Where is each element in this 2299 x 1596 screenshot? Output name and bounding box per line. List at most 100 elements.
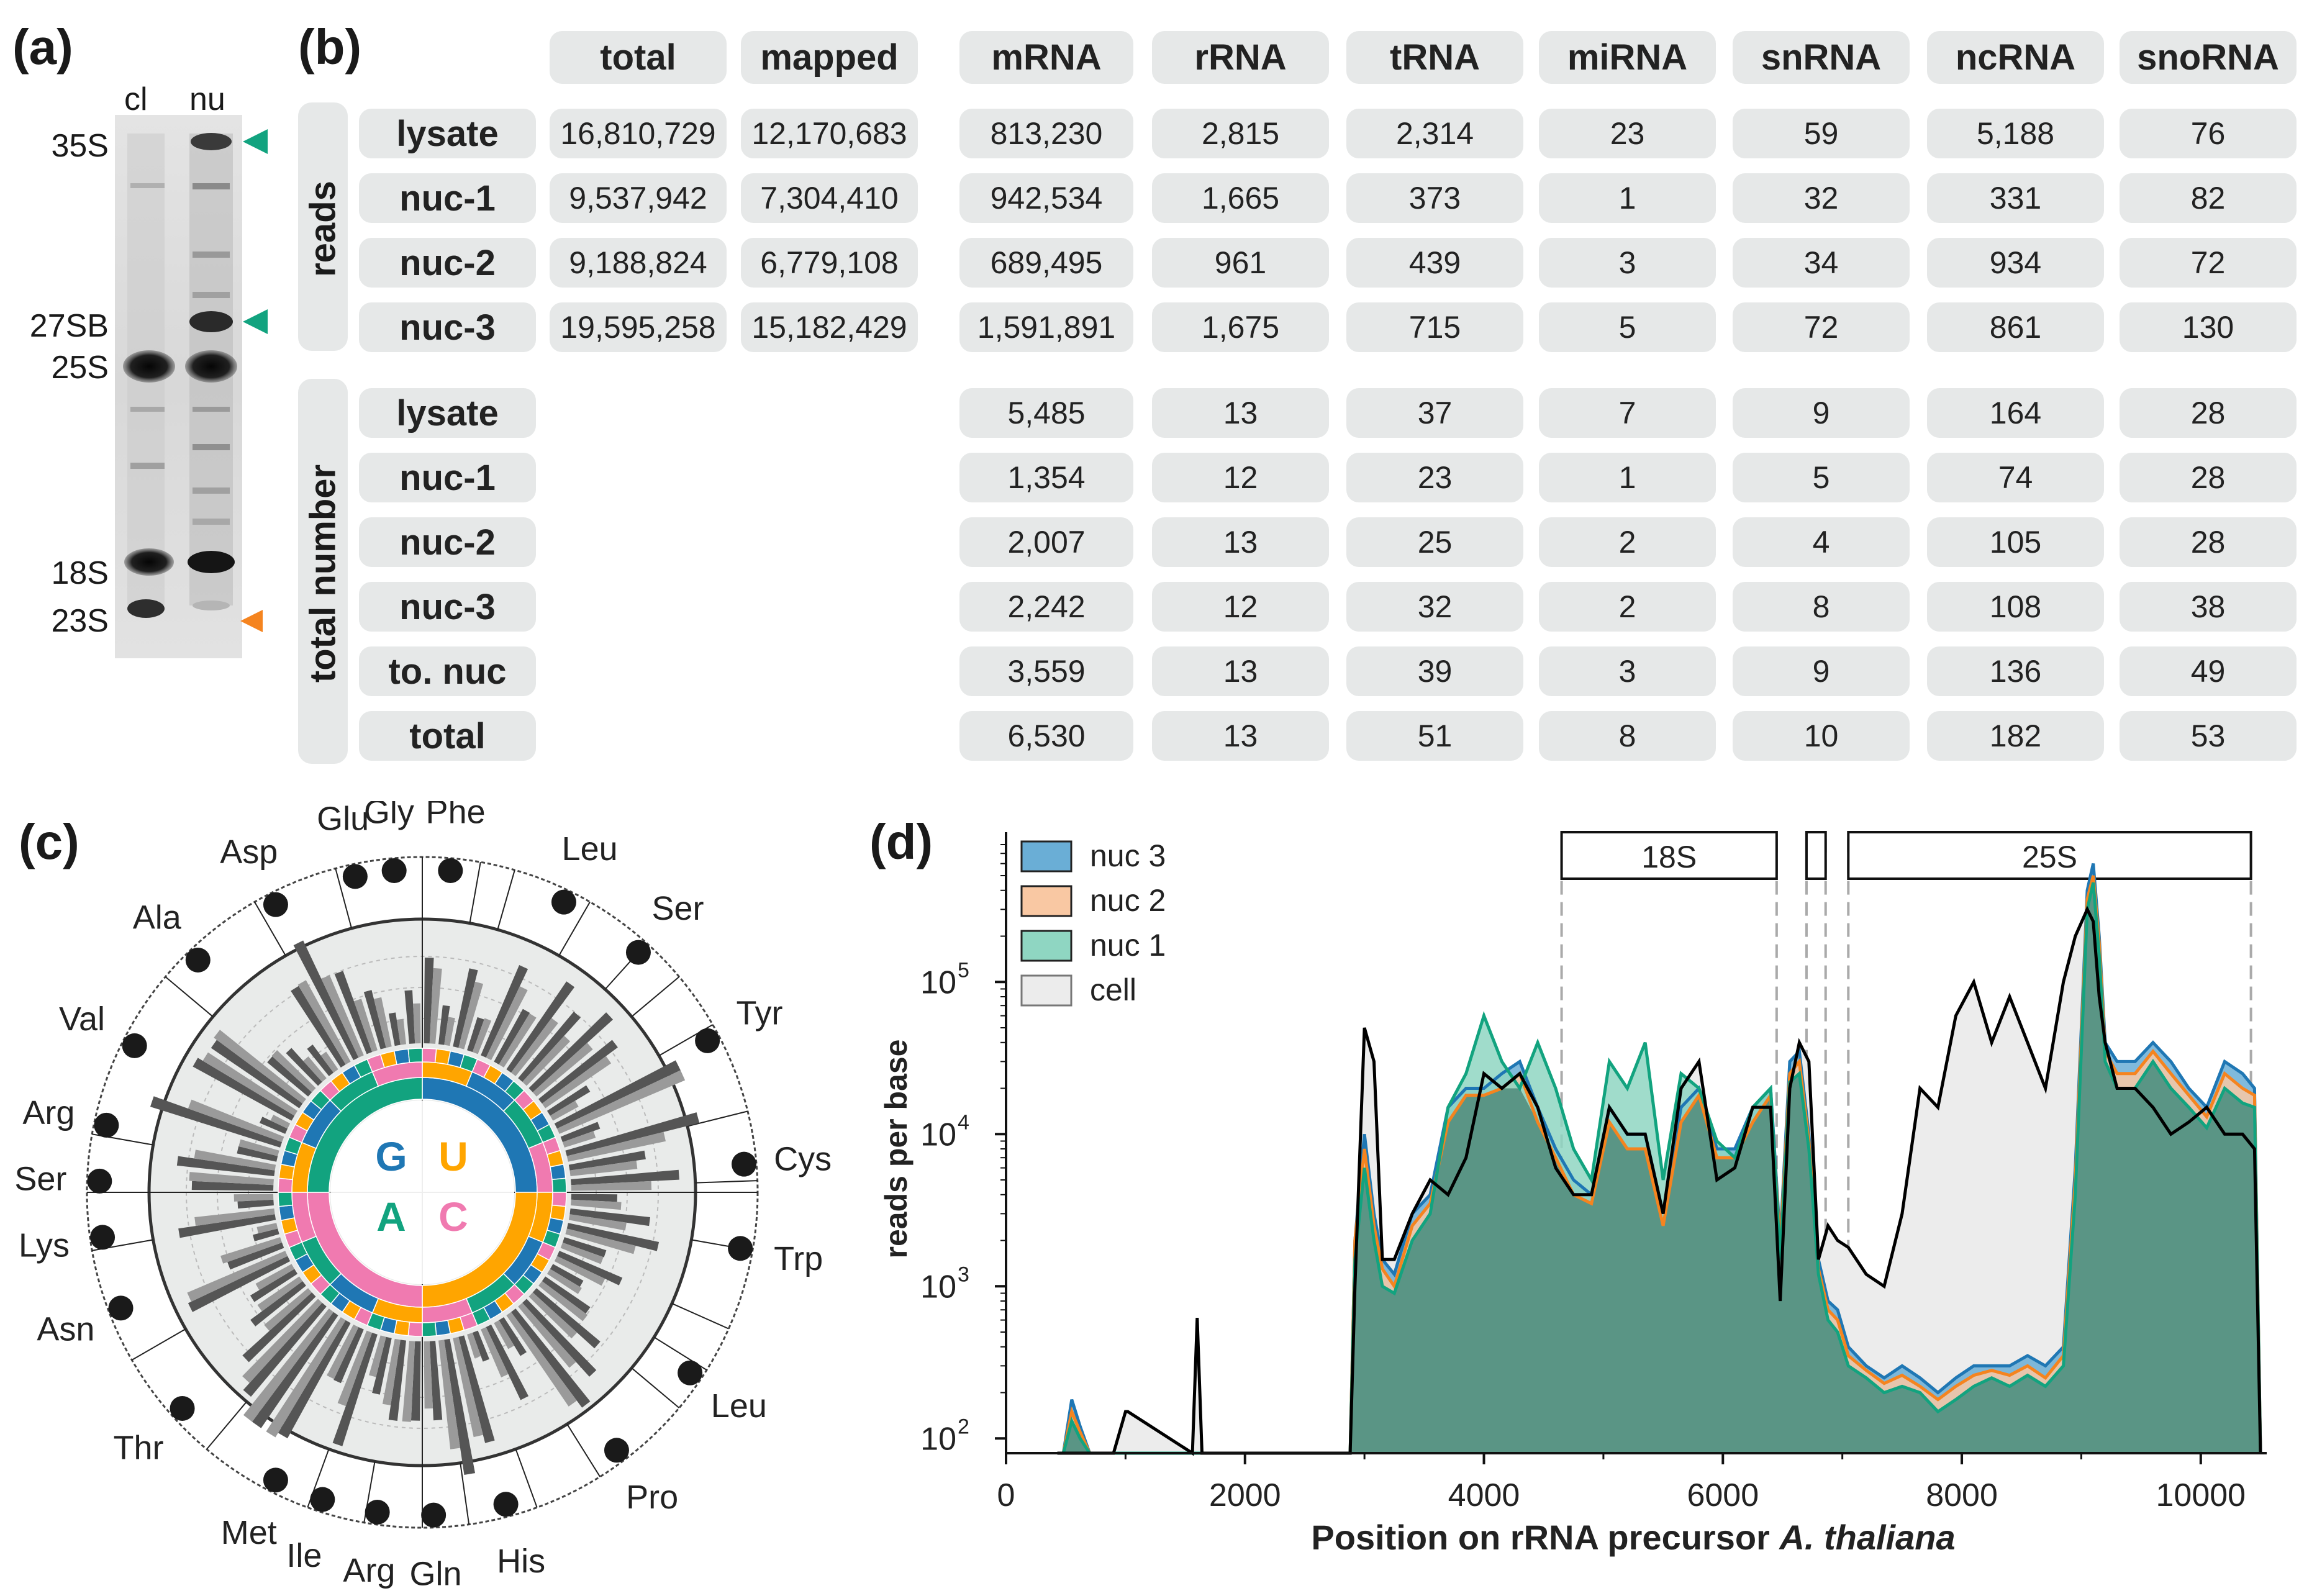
codon-bar [458, 1335, 495, 1443]
aa-label: Val [59, 1000, 105, 1038]
panel-b-label: (b) [298, 19, 362, 75]
total-cell: 136 [1927, 646, 2104, 696]
aa-label: Trp [774, 1240, 823, 1277]
y-tick-exponent: 3 [958, 1263, 969, 1286]
center-letter-u: U [438, 1133, 468, 1179]
codon-bar [257, 1276, 303, 1312]
codon-bar [528, 1292, 578, 1339]
marker-18s: 18S [51, 555, 109, 591]
codon-bar [542, 1056, 612, 1109]
total-cell: 9 [1733, 388, 1910, 438]
codon-bar [538, 1040, 618, 1104]
codon-bar [237, 1199, 274, 1209]
segment-divider [131, 1328, 186, 1361]
codon-bar [278, 1320, 351, 1439]
aa-dot [90, 1225, 116, 1250]
x-axis-label-species: A. thaliana [1778, 1518, 1955, 1557]
codon-bar [571, 1194, 618, 1202]
segment-divider [631, 1367, 680, 1408]
area-overlap [1057, 882, 2260, 1453]
reads-cell: 72 [1733, 302, 1910, 352]
codon-bar [252, 1312, 338, 1428]
region-label: 18S [1641, 840, 1697, 874]
codon-bar [227, 1242, 284, 1270]
aa-dot [342, 864, 368, 889]
aa-label: Leu [562, 830, 618, 868]
reads-cell: 9,188,824 [550, 238, 727, 288]
codon-bar [255, 1264, 295, 1290]
codon-bar [176, 1156, 275, 1176]
codon-bar [472, 1018, 492, 1054]
total-cell: 13 [1152, 711, 1329, 761]
x-axis-label-text: Position on rRNA precursor [1311, 1518, 1779, 1557]
codon-bar [458, 981, 484, 1050]
codon-bar [259, 1117, 288, 1134]
segment-divider [460, 1462, 470, 1525]
codon-bar [297, 980, 351, 1065]
codon-bar [191, 1181, 274, 1191]
total-row-label: lysate [359, 388, 536, 438]
codon-bar [333, 1326, 364, 1384]
legend-label: nuc 1 [1090, 928, 1166, 963]
codon-bar [481, 1326, 509, 1377]
codon-bar [413, 1003, 421, 1044]
codon-ring-segment [551, 1192, 567, 1207]
y-tick-label: 10 [920, 1269, 956, 1305]
reads-cell: 373 [1346, 173, 1523, 223]
reads-cell: 59 [1733, 109, 1910, 158]
reads-cell: 5 [1539, 302, 1716, 352]
codon-bar [565, 1112, 700, 1156]
aa-label: Leu [711, 1387, 767, 1425]
codon-bar [571, 1169, 679, 1186]
codon-bar [220, 1237, 283, 1264]
col-snrna: snRNA [1733, 31, 1910, 84]
codon-ring-segment [434, 1320, 451, 1336]
codon-ring-segment [278, 1192, 293, 1207]
codon-bar [532, 1288, 601, 1349]
aa-dot [732, 1151, 757, 1177]
codon-bar [542, 1276, 591, 1314]
total-cell: 25 [1346, 517, 1523, 567]
codon-bar [238, 1139, 279, 1156]
total-cell: 28 [2120, 388, 2297, 438]
reads-cell: 813,230 [959, 109, 1133, 158]
total-row-label: to. nuc [359, 646, 536, 696]
aa-dot [421, 1502, 447, 1528]
x-tick-label: 2000 [1209, 1477, 1281, 1513]
codon-bar [189, 1172, 274, 1186]
total-cell: 3,559 [959, 646, 1133, 696]
reads-cell: 331 [1927, 173, 2104, 223]
total-cell: 2,242 [959, 582, 1133, 632]
aa-label: Arg [22, 1094, 75, 1131]
reads-cell: 3 [1539, 238, 1716, 288]
aa-dot [263, 1467, 288, 1493]
gel-arrows [240, 129, 268, 632]
segment-divider [497, 869, 515, 930]
reads-cell: 934 [1927, 238, 2104, 288]
codon-bar [242, 1299, 322, 1384]
reads-cell: 19,595,258 [550, 302, 727, 352]
aa-dot [625, 940, 651, 965]
center-letter-a: A [376, 1194, 406, 1240]
aa-dot [604, 1438, 629, 1463]
total-cell: 5 [1733, 453, 1910, 502]
band-23s-cl [127, 599, 165, 618]
reads-row-label: nuc-3 [359, 302, 536, 352]
y-tick-label: 10 [920, 964, 956, 1000]
segment-divider [631, 976, 680, 1017]
codon-bar [253, 1228, 279, 1241]
codon-bar [472, 1330, 489, 1362]
codon-bar [486, 986, 528, 1061]
codon-bar [554, 1256, 605, 1286]
codon-bar [453, 1336, 483, 1438]
aa-label: Gly [364, 801, 414, 830]
panel-d-label: (d) [869, 814, 933, 869]
codon-ring-segment [422, 1322, 437, 1337]
total-cell: 8 [1733, 582, 1910, 632]
total-cell: 164 [1927, 388, 2104, 438]
reads-cell: 16,810,729 [550, 109, 727, 158]
aa-dot [122, 1033, 147, 1058]
codon-bar [250, 1269, 298, 1302]
x-axis-label: Position on rRNA precursor A. thaliana [1311, 1518, 1955, 1557]
codon-bar [332, 1332, 378, 1446]
